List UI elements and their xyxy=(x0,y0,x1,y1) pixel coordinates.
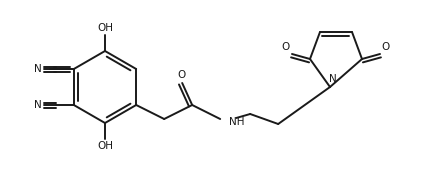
Text: O: O xyxy=(282,42,290,52)
Text: NH: NH xyxy=(229,117,245,127)
Text: O: O xyxy=(382,42,390,52)
Text: N: N xyxy=(329,74,337,84)
Text: OH: OH xyxy=(97,141,113,151)
Text: N: N xyxy=(34,64,42,74)
Text: N: N xyxy=(34,100,42,110)
Text: OH: OH xyxy=(97,23,113,33)
Text: O: O xyxy=(177,70,185,80)
